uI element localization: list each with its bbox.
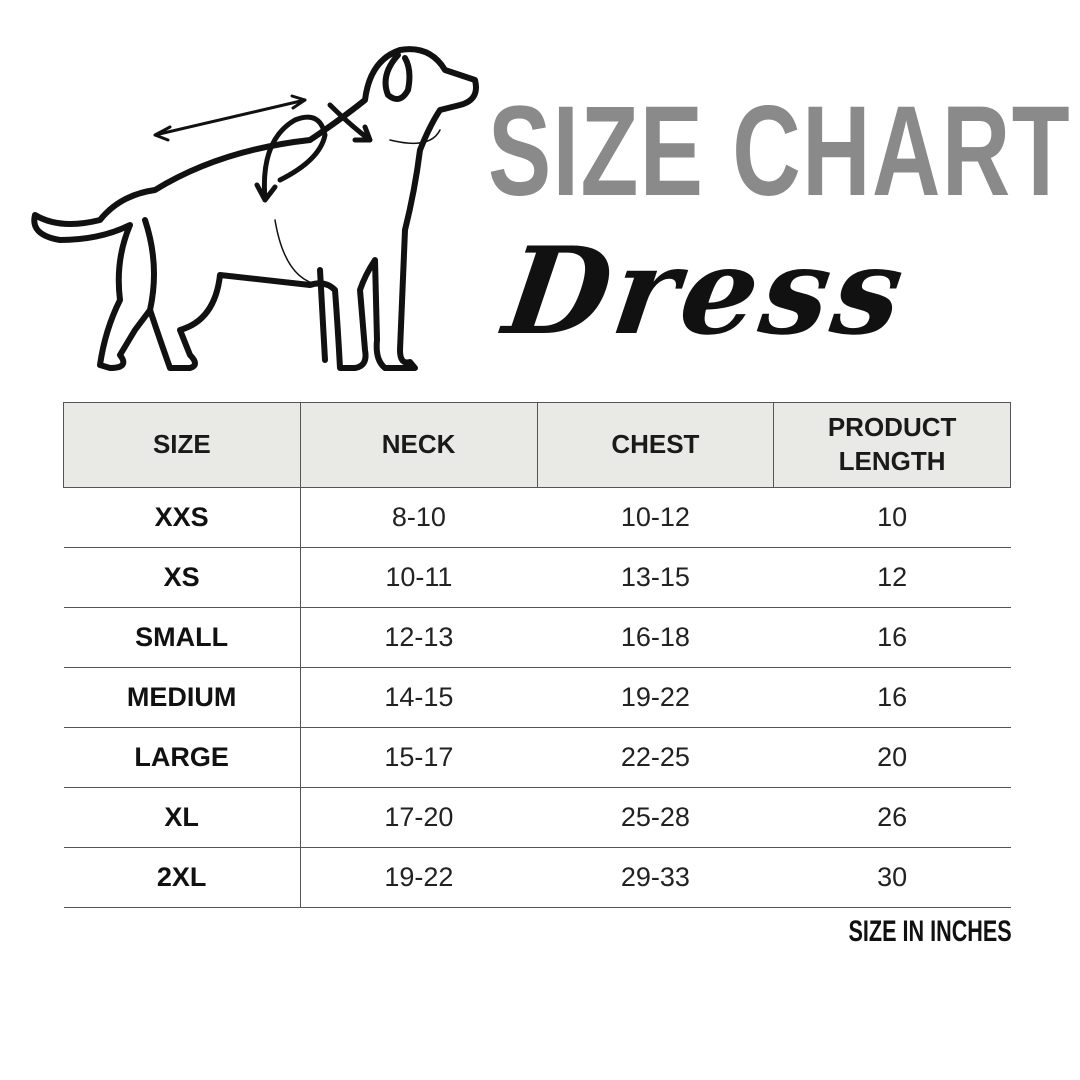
neck-chest-arrow: [254, 102, 373, 203]
header-size: SIZE: [63, 402, 301, 488]
cell-size: MEDIUM: [63, 667, 301, 728]
cell-product-length: 26: [773, 787, 1011, 848]
cell-chest: 29-33: [537, 847, 774, 908]
subtitle-script: Dress: [496, 221, 916, 362]
cell-chest: 19-22: [537, 667, 774, 728]
table-row: LARGE 15-17 22-25 20: [63, 727, 1011, 788]
header-product-length-label: PRODUCT LENGTH: [827, 412, 957, 476]
size-table: SIZE NECK CHEST PRODUCT LENGTH XXS 8-10 10…: [63, 402, 1011, 908]
header-chest: CHEST: [536, 402, 775, 488]
cell-chest: 22-25: [537, 727, 774, 788]
cell-size: XXS: [63, 487, 301, 548]
cell-neck: 8-10: [300, 487, 537, 548]
table-row: MEDIUM 14-15 19-22 16: [63, 667, 1011, 728]
cell-product-length: 30: [773, 847, 1011, 908]
dog-outline: [31, 46, 479, 371]
cell-chest: 25-28: [537, 787, 774, 848]
dog-leg-inner: [142, 217, 328, 363]
table-header-row: SIZE NECK CHEST PRODUCT LENGTH: [63, 402, 1011, 488]
cell-product-length: 16: [773, 667, 1011, 728]
back-length-arrow: [153, 94, 307, 142]
table-row: XXS 8-10 10-12 10: [63, 487, 1011, 548]
cell-size: LARGE: [63, 727, 301, 788]
table-row: XS 10-11 13-15 12: [63, 547, 1011, 608]
cell-chest: 10-12: [537, 487, 774, 548]
cell-neck: 12-13: [300, 607, 537, 668]
table-row: 2XL 19-22 29-33 30: [63, 847, 1011, 908]
cell-chest: 13-15: [537, 547, 774, 608]
cell-neck: 17-20: [300, 787, 537, 848]
cell-neck: 10-11: [300, 547, 537, 608]
cell-chest: 16-18: [537, 607, 774, 668]
cell-size: SMALL: [63, 607, 301, 668]
chest-girth-line: [274, 129, 441, 286]
cell-size: XL: [63, 787, 301, 848]
cell-product-length: 12: [773, 547, 1011, 608]
header-neck: NECK: [299, 402, 538, 488]
cell-size: XS: [63, 547, 301, 608]
cell-product-length: 16: [773, 607, 1011, 668]
cell-neck: 19-22: [300, 847, 537, 908]
table-row: XL 17-20 25-28 26: [63, 787, 1011, 848]
cell-neck: 14-15: [300, 667, 537, 728]
cell-product-length: 20: [773, 727, 1011, 788]
table-row: SMALL 12-13 16-18 16: [63, 607, 1011, 668]
cell-size: 2XL: [63, 847, 301, 908]
dog-ear: [382, 52, 413, 102]
units-note: SIZE IN INCHES: [848, 915, 1012, 948]
cell-product-length: 10: [773, 487, 1011, 548]
header-product-length: PRODUCT LENGTH: [773, 402, 1011, 488]
title: SIZE CHART: [488, 80, 1072, 223]
cell-neck: 15-17: [300, 727, 537, 788]
dog-measurement-illustration: [31, 46, 479, 371]
